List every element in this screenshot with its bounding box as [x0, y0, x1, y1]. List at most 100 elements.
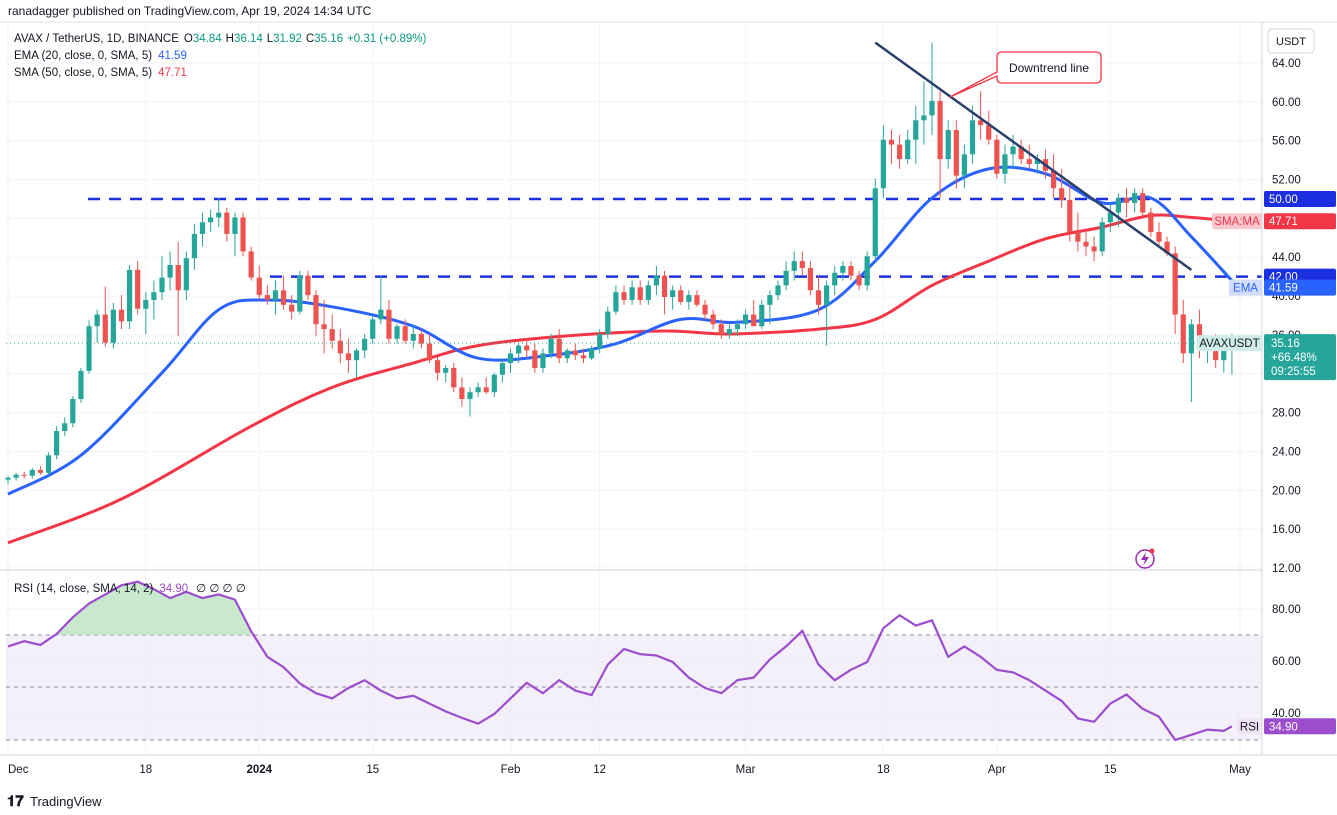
candle: [556, 329, 562, 364]
candle-body: [580, 355, 587, 359]
candle-body: [240, 217, 246, 252]
candle: [1180, 299, 1186, 364]
sma-legend-value: 47.71: [158, 67, 187, 79]
candle-body: [848, 265, 854, 276]
candle: [653, 265, 660, 296]
candle: [289, 295, 295, 320]
y-tick-label: 64.00: [1272, 58, 1301, 70]
candle-body: [216, 212, 222, 218]
downtrend-callout[interactable]: Downtrend line: [949, 51, 1102, 98]
candle-body: [232, 217, 238, 234]
tradingview-logo[interactable]: 𝟏𝟕 TradingView: [7, 793, 102, 810]
candle: [702, 299, 708, 320]
candle: [645, 280, 651, 305]
candle-body: [783, 270, 789, 286]
candle: [880, 125, 886, 198]
candle: [775, 280, 781, 300]
candle: [896, 134, 903, 169]
candle: [1148, 207, 1154, 237]
candle-body: [548, 338, 554, 354]
candle-body: [969, 120, 976, 155]
candle-body: [386, 309, 392, 339]
candle: [402, 319, 408, 344]
x-tick-label: Apr: [988, 764, 1006, 776]
candle-body: [556, 338, 562, 359]
candle-body: [678, 290, 684, 302]
rsi-line[interactable]: [7, 580, 1233, 742]
candle-body: [734, 324, 741, 330]
candle-body: [297, 275, 303, 312]
candle: [240, 212, 246, 257]
ohlc-close: 35.16: [314, 33, 343, 45]
y-tick-label: 24.00: [1272, 446, 1301, 458]
candle-body: [1123, 197, 1130, 203]
candle: [767, 290, 773, 325]
candle: [70, 396, 76, 428]
candle-body: [742, 314, 749, 325]
sma-value-label-text: 47.71: [1269, 216, 1298, 228]
candle-body: [199, 222, 206, 234]
ema-name-label-text: EMA: [1233, 283, 1258, 295]
candle-body: [1034, 159, 1040, 164]
x-tick-label: 18: [139, 764, 152, 776]
downtrend-line[interactable]: [874, 41, 1193, 271]
candle-body: [864, 256, 870, 286]
ema-line[interactable]: [7, 165, 1233, 496]
candle-body: [978, 120, 984, 126]
candle-body: [986, 125, 992, 140]
candle: [913, 105, 919, 164]
candle: [718, 319, 724, 339]
candle-body: [337, 340, 343, 354]
currency-button[interactable]: USDT: [1267, 28, 1315, 54]
candle: [410, 324, 416, 349]
candle-body: [175, 265, 181, 291]
candle: [175, 241, 181, 336]
candle-body: [370, 319, 376, 339]
rsi-legend[interactable]: RSI (14, close, SMA, 14, 2) 34.90 ∅ ∅ ∅ ∅: [14, 583, 246, 595]
ema-value-label-bg: [1264, 279, 1336, 296]
candle-body: [799, 261, 805, 268]
candle: [467, 387, 473, 417]
symbol-title[interactable]: AVAX / TetherUS, 1D, BINANCE O34.84 H36.14…: [14, 33, 426, 45]
x-tick-label: 18: [877, 764, 890, 776]
candle-body: [832, 272, 838, 286]
candle-countdown: 09:25:55: [1271, 366, 1316, 378]
candle-body: [718, 324, 724, 334]
candle-body: [313, 295, 319, 325]
last-price-block: 35.16 +66.48% 09:25:55: [1264, 334, 1336, 381]
candle-body: [475, 387, 481, 393]
candle: [232, 212, 238, 257]
candle-body: [191, 233, 198, 259]
candle-body: [767, 295, 773, 305]
candle: [751, 299, 757, 327]
candle-body: [70, 399, 76, 424]
tradingview-brand-text: TradingView: [30, 794, 102, 809]
sma-legend[interactable]: SMA (50, close, 0, SMA, 5) 47.71: [14, 67, 187, 79]
ema-legend[interactable]: EMA (20, close, 0, SMA, 5) 41.59: [14, 50, 187, 62]
candle: [313, 290, 319, 336]
currency-label: USDT: [1276, 36, 1306, 48]
candle: [921, 81, 927, 145]
candle: [418, 329, 424, 349]
candle-body: [1156, 231, 1162, 242]
y-tick-label: 44.00: [1272, 252, 1301, 264]
candle-body: [45, 455, 52, 473]
candle-body: [280, 290, 287, 305]
candle: [572, 343, 578, 361]
x-tick-label: Dec: [8, 764, 29, 776]
candle-body: [110, 309, 116, 343]
alert-lightning-icon[interactable]: [1135, 548, 1155, 569]
candle-body: [613, 292, 619, 312]
candle: [37, 466, 44, 475]
candle: [605, 306, 611, 339]
candle: [256, 265, 262, 300]
sma-line[interactable]: [7, 213, 1233, 545]
candle: [183, 251, 189, 300]
candle-body: [256, 277, 262, 296]
sma-name-label: SMA:MA: [1212, 213, 1262, 230]
candle: [548, 333, 554, 359]
candle: [110, 302, 116, 349]
candle-body: [459, 387, 465, 400]
candle-body: [791, 261, 797, 271]
